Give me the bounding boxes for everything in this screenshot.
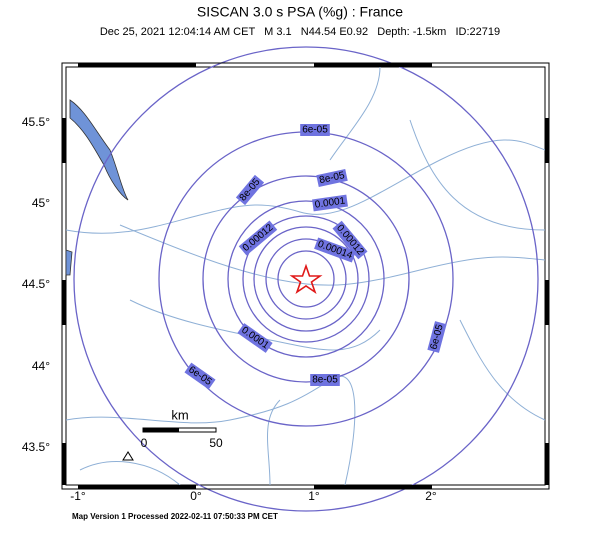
frame-tick <box>78 63 196 67</box>
epicenter <box>289 263 323 294</box>
contour <box>242 215 370 343</box>
scale-bar: km 0 50 <box>141 407 223 450</box>
frame-tick <box>62 280 66 325</box>
contour-label: 8e-05 <box>316 169 348 187</box>
coast <box>65 249 73 276</box>
lon-label: -1° <box>70 489 86 503</box>
contour <box>227 200 385 358</box>
title: SISCAN 3.0 s PSA (%g) : France <box>197 4 403 20</box>
footer: Map Version 1 Processed 2022-02-11 07:50… <box>72 512 278 521</box>
subtitle: Dec 25, 2021 12:04:14 AM CET M 3.1 N44.5… <box>100 26 500 38</box>
frame-tick <box>314 63 432 67</box>
frame-outline <box>61 62 550 490</box>
frame-ticks <box>61 62 550 490</box>
lon-label: 1° <box>308 489 320 503</box>
frame-tick <box>545 443 549 485</box>
estuary <box>69 99 129 201</box>
contour-label-box <box>237 323 273 353</box>
frame-tick <box>314 485 432 489</box>
scale-unit: km <box>171 407 188 422</box>
contour-label-box <box>300 124 330 136</box>
contour-label-box <box>310 374 340 386</box>
lat-label: 44.5° <box>22 277 50 291</box>
contour-label-box <box>312 194 348 212</box>
frame-tick <box>78 485 196 489</box>
contour-label: 0.0001 <box>312 194 348 212</box>
contour-label-box <box>235 174 265 206</box>
lat-label: 45° <box>32 196 50 210</box>
axis-labels: 45.5° 45° 44.5° 44° 43.5° -1° 0° 1° 2° <box>22 115 437 503</box>
frame-tick <box>545 280 549 325</box>
contour <box>73 46 539 512</box>
contour-label: 6e-05 <box>300 124 330 136</box>
map-frame <box>65 66 546 486</box>
contour-label-text: 8e-05 <box>312 375 338 386</box>
scale-bar-fill <box>143 428 179 432</box>
scale-start: 0 <box>141 436 148 450</box>
frame-tick <box>62 443 66 485</box>
contour-label-box <box>427 321 447 353</box>
lat-label: 43.5° <box>22 440 50 454</box>
contour <box>253 226 359 332</box>
contour <box>277 250 335 308</box>
rivers <box>65 66 546 486</box>
contour-label: 8e-05 <box>310 374 340 386</box>
contour-label-box <box>238 220 278 256</box>
lat-label: 44° <box>32 359 50 373</box>
contour <box>265 238 347 320</box>
frame-tick <box>545 118 549 163</box>
scale-end: 50 <box>209 436 223 450</box>
contour-label-text: 8e-05 <box>318 170 346 186</box>
frame-tick <box>62 118 66 163</box>
lon-label: 0° <box>190 489 202 503</box>
contour-label-box <box>316 169 348 187</box>
station <box>122 451 134 461</box>
contour-label-box <box>184 362 216 390</box>
contour-label-box <box>314 237 356 263</box>
contour-label-text: 6e-05 <box>302 125 328 136</box>
contour-label-text: 0.0001 <box>314 196 346 211</box>
lat-label: 45.5° <box>22 115 50 129</box>
contour-label-box <box>332 220 368 260</box>
contour <box>202 175 410 383</box>
lon-label: 2° <box>425 489 437 503</box>
